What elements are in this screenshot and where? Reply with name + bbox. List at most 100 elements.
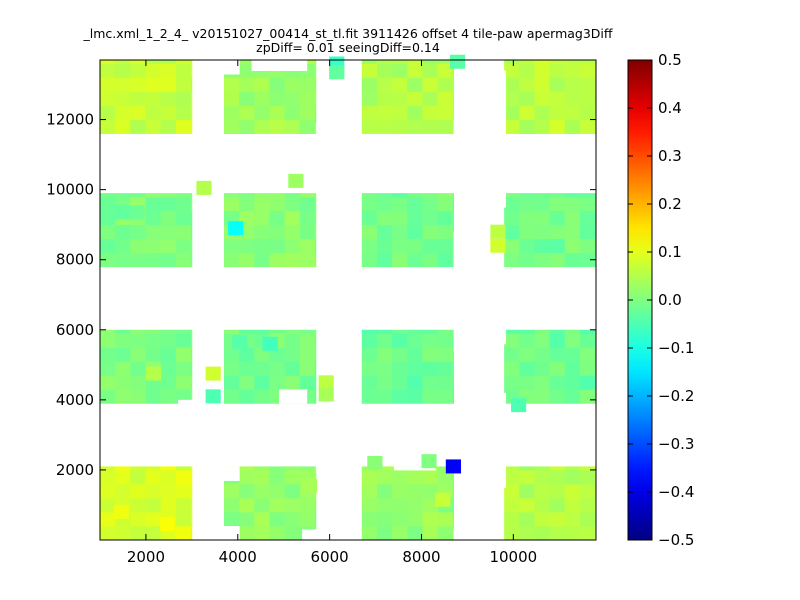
heatmap-cell	[437, 375, 454, 390]
heatmap-cell	[190, 196, 193, 212]
colorbar-tick-label: 0.0	[658, 291, 682, 309]
heatmap-cell	[160, 252, 177, 268]
heatmap-cell	[422, 210, 438, 226]
heatmap-cell	[361, 483, 378, 499]
heatmap-cell	[376, 91, 393, 106]
empty-cell	[490, 392, 507, 404]
colorbar-tick-label: −0.1	[658, 339, 694, 357]
heatmap-cell	[452, 224, 455, 240]
heatmap-cell	[239, 469, 255, 485]
heatmap-cell	[361, 105, 378, 120]
heatmap-cell	[284, 347, 301, 362]
detector-panel-row-4-col-3	[361, 60, 470, 135]
heatmap-cell	[549, 63, 566, 78]
heatmap-cell	[579, 252, 596, 268]
heatmap-cell	[376, 238, 393, 254]
heatmap-cell	[114, 205, 130, 220]
heatmap-cell	[519, 105, 535, 120]
x-tick-label: 4000	[219, 548, 257, 566]
heatmap-cell	[534, 483, 551, 499]
heatmap-cell	[579, 525, 596, 541]
heatmap-cell	[519, 469, 535, 485]
detector-panel-row-1-col-2	[224, 466, 331, 541]
heatmap-cell	[314, 224, 317, 240]
heatmap-cell	[224, 483, 240, 499]
heatmap-cell	[299, 375, 316, 390]
heatmap-cell	[534, 238, 551, 254]
heatmap-cell	[452, 511, 455, 527]
heatmap-cell	[534, 497, 551, 513]
heatmap-cell	[579, 63, 596, 78]
heatmap-cell	[130, 333, 146, 348]
heatmap-cell	[115, 329, 131, 334]
heatmap-cell	[100, 466, 116, 471]
heatmap-cell	[564, 196, 581, 212]
heatmap-cell	[284, 511, 301, 527]
heatmap-cell	[549, 210, 566, 226]
heatmap-cell	[376, 119, 393, 134]
heatmap-cell	[113, 504, 129, 519]
heatmap-cell	[299, 119, 316, 134]
heatmap-cell	[579, 347, 596, 362]
heatmap-cell	[376, 483, 393, 499]
colorbar-tick-label: 0.1	[658, 243, 682, 261]
heatmap-cell	[239, 252, 255, 268]
heatmap-cell	[361, 77, 378, 92]
heatmap-cell	[504, 466, 520, 471]
heatmap-cell	[284, 105, 301, 120]
heatmap-cell	[269, 497, 286, 513]
heatmap-cell	[504, 511, 520, 527]
heatmap-cell	[564, 497, 581, 513]
heatmap-cell	[452, 63, 455, 78]
y-tick-label: 6000	[56, 321, 94, 339]
heatmap-cell	[299, 329, 316, 334]
heatmap-cell	[361, 91, 378, 106]
empty-cell	[302, 529, 318, 541]
heatmap-cell	[564, 525, 581, 541]
heatmap-cell	[452, 361, 455, 376]
heatmap-cell	[115, 466, 131, 471]
heatmap-cell	[239, 525, 255, 541]
heatmap-cell	[579, 105, 596, 120]
heatmap-cell	[190, 483, 193, 499]
heatmap-cell	[392, 238, 408, 254]
empty-cell	[224, 466, 240, 481]
heatmap-cell	[452, 333, 455, 348]
heatmap-cell	[534, 466, 551, 471]
heatmap-cell	[452, 469, 455, 485]
heatmap-cell	[224, 119, 240, 134]
heatmap-cell	[361, 375, 378, 390]
heatmap-cell	[504, 361, 520, 376]
colorbar-tick-label: 0.5	[658, 51, 682, 69]
heatmap-cell	[159, 517, 175, 532]
heatmap-cell	[407, 119, 423, 134]
heatmap-cell	[175, 483, 192, 499]
detector-panel-row-1-col-3	[361, 466, 470, 541]
heatmap-cell	[175, 224, 192, 240]
heatmap-cell	[564, 63, 581, 78]
heatmap-cell	[437, 389, 454, 404]
heatmap-cell	[564, 252, 581, 268]
empty-cell	[490, 329, 507, 345]
heatmap-cell	[175, 525, 192, 541]
heatmap-cell	[549, 60, 566, 64]
detector-panel-row-3-col-3	[361, 193, 470, 268]
heatmap-cell	[392, 469, 408, 485]
heatmap-cell	[579, 497, 596, 513]
heatmap-cell	[437, 252, 454, 268]
empty-cell	[178, 399, 194, 404]
heatmap-cell	[437, 224, 454, 240]
heatmap-cell	[175, 193, 192, 198]
heatmap-cell	[549, 466, 566, 471]
heatmap-cell	[564, 389, 581, 404]
heatmap-cell	[422, 375, 438, 390]
heatmap-cell	[504, 224, 520, 240]
heatmap-cell	[254, 77, 270, 92]
heatmap-cell	[254, 466, 270, 471]
heatmap-cell	[534, 210, 551, 226]
heatmap-cell	[452, 329, 455, 334]
heatmap-cell	[299, 210, 316, 226]
heatmap-cell	[284, 497, 301, 513]
heatmap-cell	[376, 375, 393, 390]
heatmap-cell	[490, 238, 506, 253]
